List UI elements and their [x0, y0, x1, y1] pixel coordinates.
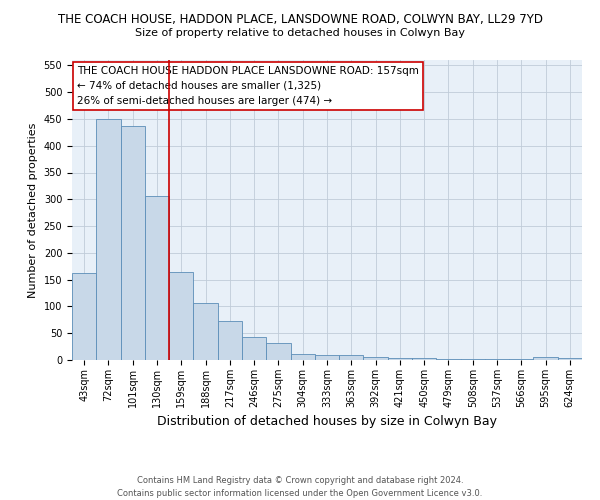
Bar: [266, 344, 290, 360]
Text: THE COACH HOUSE, HADDON PLACE, LANSDOWNE ROAD, COLWYN BAY, LL29 7YD: THE COACH HOUSE, HADDON PLACE, LANSDOWNE…: [58, 12, 542, 26]
Bar: [242, 337, 266, 360]
Bar: [412, 358, 436, 360]
Bar: [533, 358, 558, 360]
Bar: [315, 355, 339, 360]
Text: Contains HM Land Registry data © Crown copyright and database right 2024.
Contai: Contains HM Land Registry data © Crown c…: [118, 476, 482, 498]
Bar: [436, 359, 461, 360]
Text: THE COACH HOUSE HADDON PLACE LANSDOWNE ROAD: 157sqm
← 74% of detached houses are: THE COACH HOUSE HADDON PLACE LANSDOWNE R…: [77, 66, 419, 106]
Bar: [72, 272, 96, 360]
Bar: [558, 358, 582, 360]
X-axis label: Distribution of detached houses by size in Colwyn Bay: Distribution of detached houses by size …: [157, 416, 497, 428]
Bar: [145, 196, 169, 360]
Bar: [193, 302, 218, 360]
Bar: [461, 359, 485, 360]
Bar: [96, 119, 121, 360]
Bar: [169, 272, 193, 360]
Text: Size of property relative to detached houses in Colwyn Bay: Size of property relative to detached ho…: [135, 28, 465, 38]
Bar: [121, 126, 145, 360]
Bar: [290, 354, 315, 360]
Bar: [388, 358, 412, 360]
Bar: [364, 358, 388, 360]
Bar: [339, 355, 364, 360]
Bar: [218, 321, 242, 360]
Y-axis label: Number of detached properties: Number of detached properties: [28, 122, 38, 298]
